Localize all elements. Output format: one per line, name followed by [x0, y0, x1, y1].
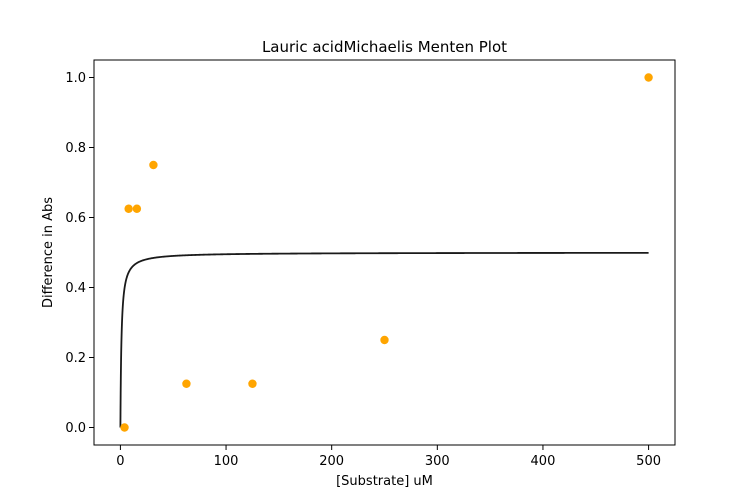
y-tick-label: 0.4 — [65, 281, 86, 296]
plot-frame — [93, 59, 676, 446]
y-tick-label: 0.0 — [65, 421, 86, 436]
plot-area — [119, 73, 653, 432]
y-tick-label: 1.0 — [65, 71, 86, 86]
data-point — [124, 204, 133, 213]
chart-title: Lauric acidMichaelis Menten Plot — [262, 38, 507, 56]
x-tick-label: 500 — [636, 454, 661, 469]
data-point — [132, 204, 142, 213]
x-tick-label: 200 — [319, 454, 344, 469]
y-tick-label: 0.8 — [65, 141, 86, 156]
y-axis-label: Difference in Abs — [41, 197, 56, 308]
data-point — [248, 379, 257, 388]
y-tick-label: 0.6 — [65, 211, 86, 226]
x-tick-label: 300 — [425, 454, 450, 469]
x-tick-label: 400 — [531, 454, 556, 469]
x-axis-label: [Substrate] uM — [336, 474, 433, 489]
x-tick-label: 0 — [116, 454, 124, 469]
fit-curve-line — [119, 251, 649, 428]
data-point — [182, 379, 191, 388]
data-point — [120, 423, 129, 432]
x-axis: 0 100 200 300 400 500 — [116, 445, 661, 469]
y-axis: 0.0 0.2 0.4 0.6 0.8 1.0 — [65, 71, 94, 436]
data-point — [380, 335, 389, 345]
x-tick-label: 100 — [214, 454, 239, 469]
y-tick-label: 0.2 — [65, 351, 86, 366]
data-point — [149, 160, 158, 170]
data-point — [644, 73, 653, 82]
